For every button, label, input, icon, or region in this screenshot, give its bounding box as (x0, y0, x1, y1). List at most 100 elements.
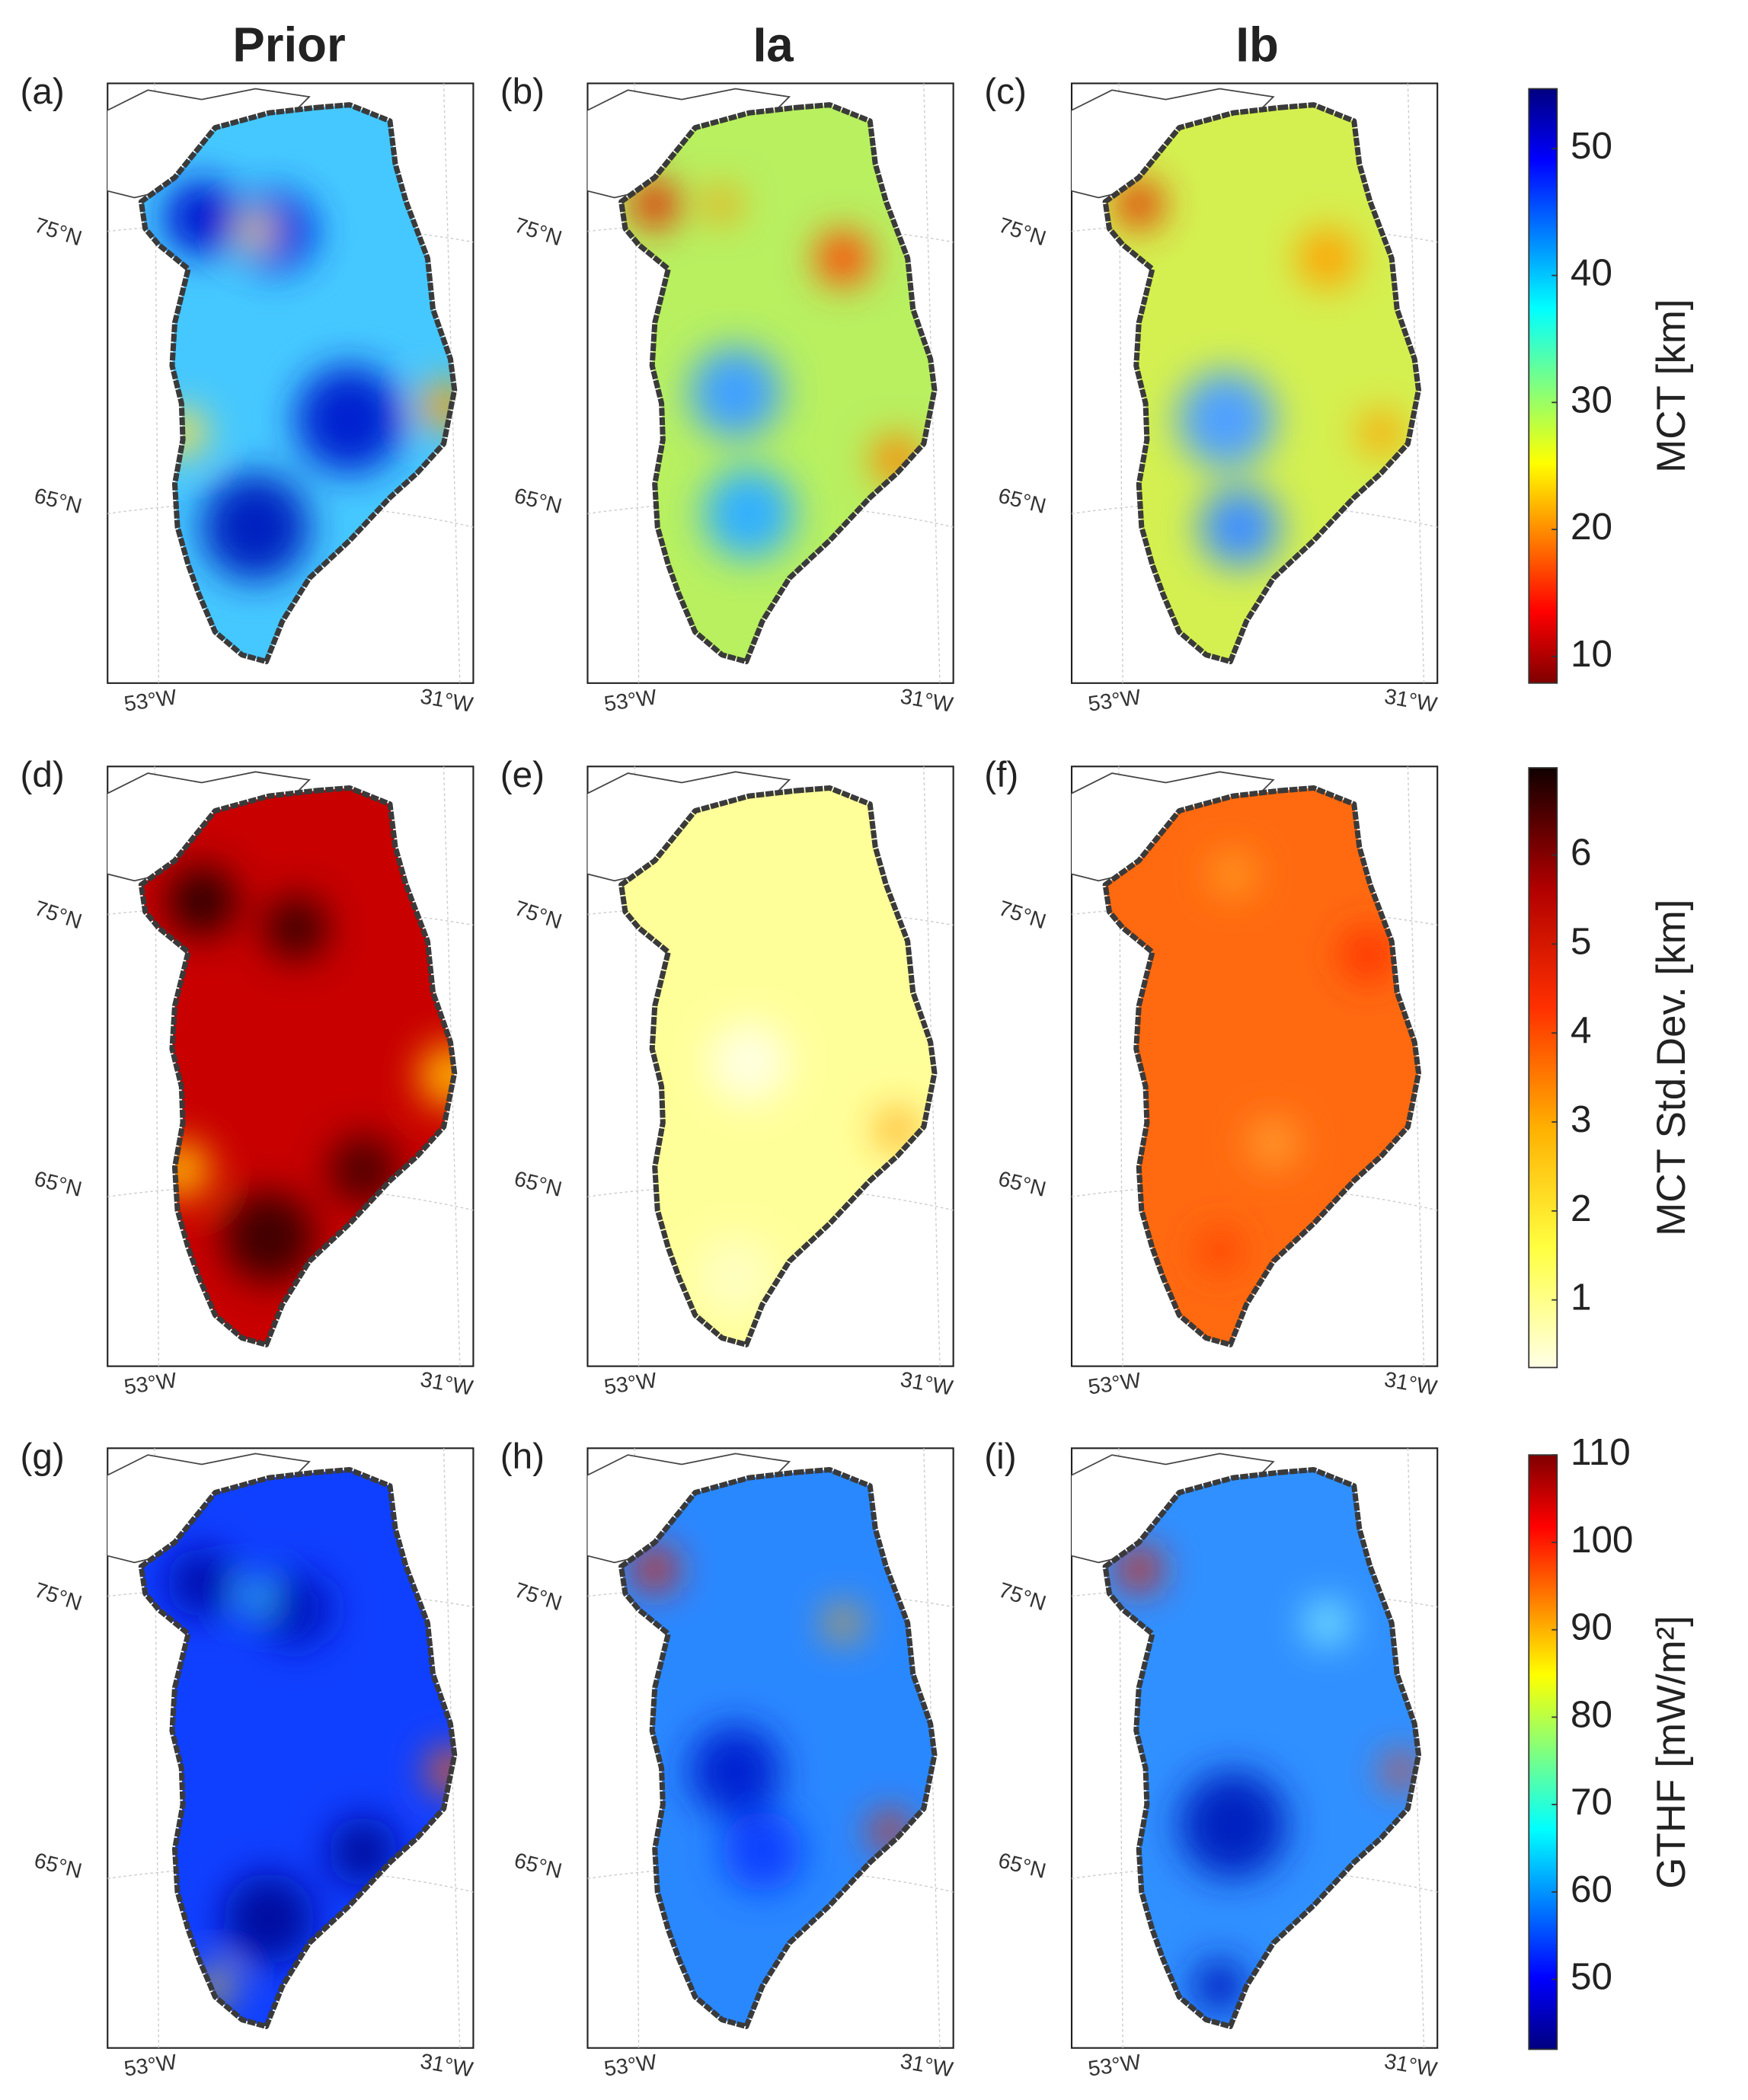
lon-label: 53°W (602, 1367, 658, 1398)
lon-label: 53°W (602, 2049, 658, 2080)
field-blob (1341, 928, 1395, 982)
field-blob (1385, 1754, 1417, 1788)
field-blob (689, 1724, 781, 1817)
field-blob (1192, 1959, 1247, 2013)
lat-label: 65°N (512, 1848, 564, 1883)
lon-label: 31°W (1382, 1366, 1439, 1400)
colorbar-label: MCT Std.Dev. [km] (1649, 900, 1694, 1236)
field-blob (630, 180, 679, 229)
lat-label: 65°N (996, 483, 1049, 518)
field-blob (166, 865, 237, 936)
field-blob (235, 190, 316, 272)
map-panel (1070, 766, 1439, 1367)
field-blob (1359, 411, 1403, 455)
column-title: Ib (1235, 18, 1278, 72)
field-blob (1179, 1771, 1287, 1879)
coastline (1102, 102, 1422, 665)
colorbar-tick-label: 90 (1571, 1606, 1612, 1648)
lon-label: 53°W (123, 684, 178, 715)
map-panel (1070, 82, 1439, 684)
field-blob (164, 180, 240, 256)
field-blobs (1197, 852, 1395, 1273)
colorbar-tick-label: 10 (1571, 633, 1612, 675)
field-blob (1249, 1118, 1298, 1168)
lon-label: 53°W (123, 1367, 178, 1398)
field-blob (875, 1108, 919, 1152)
colorbar-tick-label: 50 (1571, 125, 1612, 167)
field-blob (328, 1134, 398, 1205)
panel-label: (b) (500, 72, 545, 112)
field-blob (201, 473, 310, 581)
lat-label: 75°N (512, 213, 565, 251)
field-blob (1178, 371, 1275, 468)
field-blob (296, 366, 404, 474)
map-panel (107, 82, 475, 684)
map-panel (1070, 1447, 1439, 2049)
colorbar (1528, 767, 1558, 1369)
lat-label: 75°N (32, 895, 85, 933)
field-blobs (695, 1021, 919, 1318)
colorbar-tick-label: 4 (1571, 1009, 1592, 1051)
panel-label: (a) (20, 72, 64, 112)
field-blob (722, 1811, 803, 1892)
coastline (618, 785, 938, 1347)
field-blob (241, 1582, 270, 1610)
field-blob (264, 895, 328, 961)
lon-label: 31°W (899, 2048, 955, 2082)
lat-label: 65°N (512, 483, 564, 518)
colorbar-tick-label: 3 (1571, 1098, 1592, 1140)
colorbar (1528, 88, 1558, 684)
field-blob (633, 1547, 676, 1591)
column-title: Ia (753, 18, 794, 72)
field-blob (419, 382, 455, 430)
colorbar-tick-label: 5 (1571, 920, 1592, 962)
field-blob (1211, 852, 1255, 896)
map-panel (586, 82, 954, 684)
colorbar-tick-label: 6 (1571, 832, 1592, 874)
field-blob (708, 1021, 790, 1103)
map-panel (586, 766, 954, 1367)
panel-label: (c) (984, 72, 1027, 112)
panel-label: (g) (20, 1437, 64, 1477)
colorbar-label: MCT [km] (1649, 299, 1694, 472)
lat-label: 65°N (32, 483, 85, 518)
colorbar-tick-label: 110 (1571, 1431, 1631, 1473)
colorbar-tick-label: 80 (1571, 1693, 1612, 1735)
coastline (1102, 1467, 1422, 2029)
colorbar-tick-label: 1 (1571, 1277, 1592, 1318)
field-blobs (157, 180, 455, 581)
lat-label: 75°N (995, 895, 1049, 933)
field-blob (689, 347, 781, 439)
field-blob (166, 1547, 237, 1618)
colorbar-tick-label: 60 (1571, 1868, 1612, 1910)
field-blob (239, 215, 272, 248)
lat-label: 65°N (996, 1166, 1049, 1201)
lat-label: 65°N (996, 1848, 1049, 1883)
field-blob (1117, 1547, 1161, 1591)
lon-label: 53°W (602, 684, 658, 715)
lat-label: 75°N (512, 1577, 565, 1615)
colorbar-tick-label: 100 (1571, 1519, 1633, 1561)
lon-label: 31°W (419, 2048, 475, 2082)
coastline (138, 785, 458, 1347)
colorbar-tick-label: 20 (1571, 506, 1612, 548)
field-blob (695, 1237, 776, 1318)
colorbar-label: GTHF [mW/m²] (1649, 1616, 1694, 1889)
field-blob (223, 1191, 315, 1283)
lon-label: 31°W (899, 683, 955, 717)
panel-label: (i) (984, 1437, 1016, 1477)
map-panel (107, 1447, 475, 2049)
panel-label: (e) (500, 755, 545, 795)
field-blob (328, 1817, 398, 1887)
colorbar (1528, 1454, 1558, 2050)
lat-label: 65°N (32, 1166, 85, 1201)
coastline (138, 102, 458, 665)
field-blob (1197, 1229, 1241, 1273)
colorbar-tick-label: 2 (1571, 1187, 1592, 1229)
lat-label: 75°N (995, 1577, 1049, 1615)
column-title: Prior (232, 18, 345, 72)
lon-label: 53°W (1087, 684, 1142, 715)
map-panel (107, 766, 475, 1367)
field-blobs (1117, 1547, 1417, 2013)
